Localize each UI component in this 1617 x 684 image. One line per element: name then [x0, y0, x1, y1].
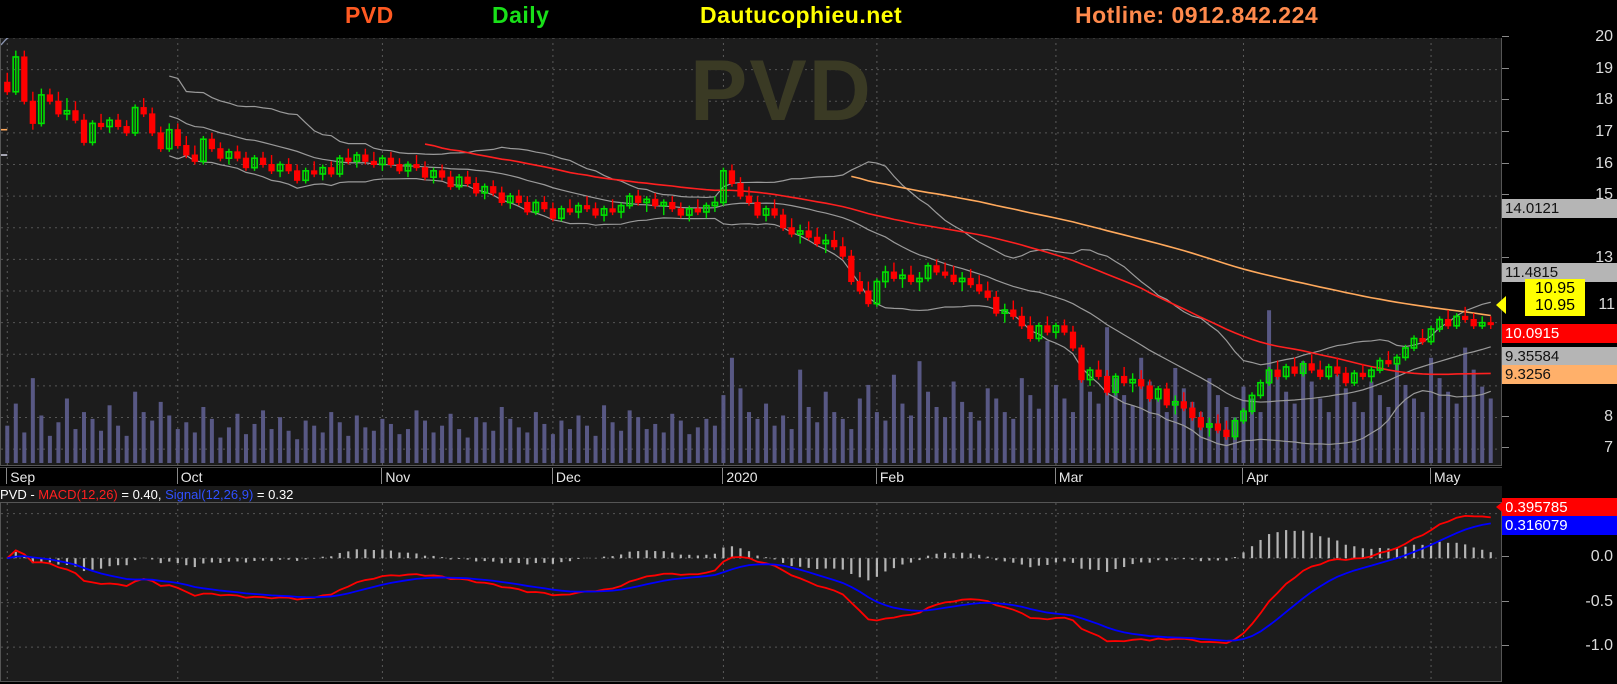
price-axis-value-tag: 9.35584: [1502, 347, 1617, 366]
date-axis-label: Sep: [6, 468, 36, 485]
macd-value-pointer-icon: [1496, 499, 1506, 515]
macd-axis-tick-mark: [1502, 645, 1509, 647]
date-axis-label: 2020: [722, 468, 758, 485]
price-axis-tick-mark: [1502, 67, 1509, 69]
right-price-axis[interactable]: 20 19 18 17 16 15 13 8 7 14.0121 11.4815 10.95 10.95…: [1496, 0, 1617, 684]
price-axis-tick: 20: [1595, 27, 1613, 45]
date-axis-label: Nov: [381, 468, 411, 485]
price-axis-tick-mark: [1502, 415, 1509, 417]
date-axis-label: Apr: [1242, 468, 1269, 485]
price-axis-value-tag: 9.3256: [1502, 365, 1617, 384]
date-axis-label: Dec: [551, 468, 581, 485]
price-axis-value-tag: 11.4815: [1502, 263, 1617, 282]
date-axis: Sep Oct Nov Dec 2020 Feb Mar Apr May: [0, 467, 1502, 486]
macd-legend-signal-name: Signal(12,26,9): [165, 487, 254, 502]
header-symbol: PVD: [345, 2, 394, 28]
price-axis-tick-mark: [1502, 99, 1509, 101]
price-axis-tick: 7: [1604, 439, 1613, 457]
header-site-brand: Dautucophieu.net: [700, 2, 903, 28]
price-axis-tick: 19: [1595, 59, 1613, 77]
price-axis-tick: 8: [1604, 407, 1613, 425]
symbol-watermark: PVD: [690, 43, 873, 139]
price-axis-value-tag: 14.0121: [1502, 199, 1617, 218]
header-hotline: Hotline: 0912.842.224: [1075, 2, 1319, 28]
macd-axis-tick: -1.0: [1585, 637, 1613, 655]
macd-axis-tick: -0.5: [1585, 592, 1613, 610]
price-chart-canvas: [1, 19, 1501, 465]
price-axis-tick-mark: [1502, 257, 1509, 259]
price-axis-tick-mark: [1502, 447, 1509, 449]
date-axis-label: Feb: [875, 468, 904, 485]
price-axis-value-tag: 11: [1598, 296, 1615, 313]
price-axis-tick: 18: [1595, 91, 1613, 109]
price-axis-tick-mark: [1502, 130, 1509, 132]
date-axis-label: May: [1429, 468, 1461, 485]
chart-header-band: PVD Daily Dautucophieu.net Hotline: 0912…: [0, 0, 1502, 38]
price-axis-tick: 16: [1595, 154, 1613, 172]
macd-legend: PVD - MACD(12,26) = 0.40, Signal(12,26,9…: [0, 486, 1502, 502]
price-axis-tick-mark: [1502, 35, 1509, 37]
price-axis-tick-mark: [1502, 162, 1509, 164]
price-axis-tick: 13: [1595, 249, 1613, 267]
date-axis-label: Mar: [1054, 468, 1084, 485]
macd-axis-tick: 0.0: [1590, 548, 1613, 566]
price-axis-tick-mark: [1502, 194, 1509, 196]
macd-chart-panel[interactable]: [0, 502, 1502, 682]
macd-chart-canvas: [1, 503, 1501, 681]
price-axis-value-tag: 10.95: [1525, 279, 1585, 299]
macd-legend-signal-value: = 0.32: [253, 487, 294, 502]
macd-axis-value-tag: 0.316079: [1502, 516, 1617, 535]
macd-legend-dash: -: [26, 487, 39, 502]
price-chart-panel[interactable]: [0, 18, 1502, 466]
price-axis-value-tag: 10.0915: [1502, 324, 1617, 343]
macd-legend-macd-name: MACD(12,26): [38, 487, 118, 502]
price-axis-tick: 15: [1595, 186, 1613, 204]
macd-axis-tick-mark: [1502, 600, 1509, 602]
header-timeframe: Daily: [492, 2, 550, 28]
price-axis-tick: 17: [1595, 122, 1613, 140]
price-axis-value-tag: 10.95: [1525, 296, 1585, 316]
macd-axis-tick-mark: [1502, 556, 1509, 558]
current-price-pointer-icon: [1496, 296, 1506, 314]
macd-legend-macd-value: = 0.40,: [117, 487, 166, 502]
macd-legend-symbol: PVD: [0, 487, 27, 502]
date-axis-label: Oct: [176, 468, 203, 485]
macd-axis-value-tag: 0.395785: [1502, 498, 1617, 517]
